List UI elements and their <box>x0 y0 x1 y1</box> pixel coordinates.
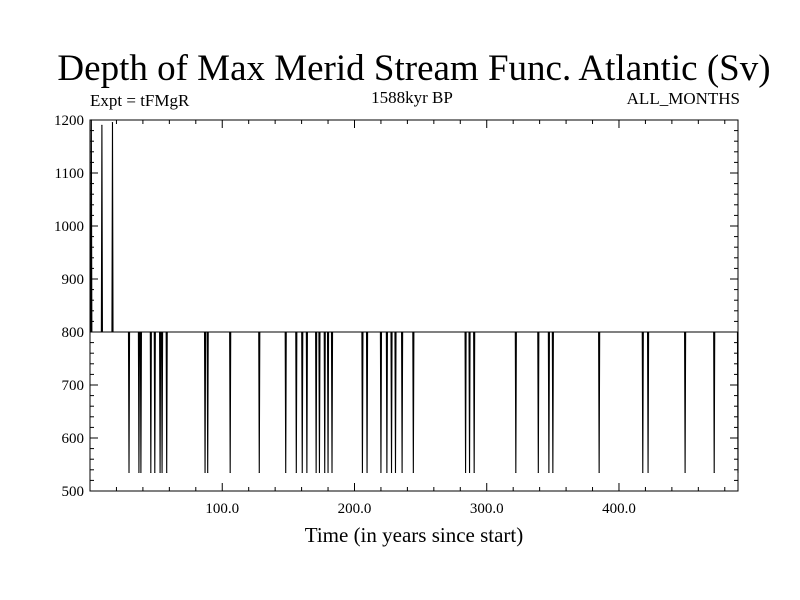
data-point <box>386 471 388 474</box>
data-point <box>301 471 303 474</box>
y-tick-label: 600 <box>62 431 85 447</box>
data-point <box>468 471 471 474</box>
x-tick-label: 400.0 <box>602 501 636 517</box>
data-point <box>315 471 317 474</box>
ticks: 500 600 700 800 900 1000 1100 1200 100.0 200.0 300… <box>54 113 738 517</box>
data-point <box>647 471 649 474</box>
data-point <box>548 471 550 474</box>
data-point <box>111 122 114 124</box>
data-point <box>285 471 287 474</box>
data-point <box>515 471 517 474</box>
data-point <box>598 471 600 474</box>
y-tick-label: 700 <box>62 378 85 394</box>
y-tick-label: 1000 <box>54 219 84 235</box>
x-tick-label: 300.0 <box>470 501 504 517</box>
period-label: 1588kyr BP <box>371 88 453 107</box>
plot-frame <box>89 119 739 492</box>
data-point <box>537 471 539 474</box>
data-point <box>154 471 156 474</box>
data-point <box>159 471 161 474</box>
data-point <box>140 471 142 474</box>
data-point <box>229 471 231 474</box>
data-point <box>473 471 475 474</box>
data-point <box>327 471 329 474</box>
data-point <box>258 471 260 474</box>
data-point <box>394 471 397 474</box>
data-point <box>166 471 168 474</box>
data-point <box>642 471 644 474</box>
data-point <box>161 471 163 474</box>
data-point <box>552 471 554 474</box>
data-point <box>684 471 686 474</box>
data-point <box>138 471 140 474</box>
data-point <box>366 471 368 474</box>
data-point <box>306 471 308 474</box>
y-tick-label: 800 <box>62 325 85 341</box>
data-point <box>331 471 333 474</box>
series-group <box>90 119 739 474</box>
months-label: ALL_MONTHS <box>627 89 740 108</box>
data-point <box>128 471 130 474</box>
data-point <box>361 471 364 474</box>
y-tick-label: 1100 <box>55 166 84 182</box>
series-line <box>90 119 739 473</box>
data-point <box>464 471 467 474</box>
chart-title: Depth of Max Merid Stream Func. Atlantic… <box>57 48 770 89</box>
data-point <box>318 471 321 474</box>
experiment-label: Expt = tFMgR <box>90 91 190 110</box>
y-tick-label: 500 <box>62 484 85 500</box>
data-point <box>713 471 715 474</box>
y-tick-label: 900 <box>62 272 85 288</box>
data-point <box>207 471 209 474</box>
data-point <box>401 471 403 474</box>
data-point <box>204 471 206 474</box>
data-point <box>295 471 297 474</box>
x-axis-label: Time (in years since start) <box>305 523 524 547</box>
data-point <box>101 124 103 126</box>
y-tick-label: 1200 <box>54 113 84 129</box>
x-tick-label: 200.0 <box>338 501 372 517</box>
data-point <box>324 471 326 474</box>
data-point <box>150 471 152 474</box>
data-point <box>412 471 414 474</box>
data-point <box>380 471 382 474</box>
data-point <box>390 471 393 474</box>
x-tick-label: 100.0 <box>205 501 239 517</box>
